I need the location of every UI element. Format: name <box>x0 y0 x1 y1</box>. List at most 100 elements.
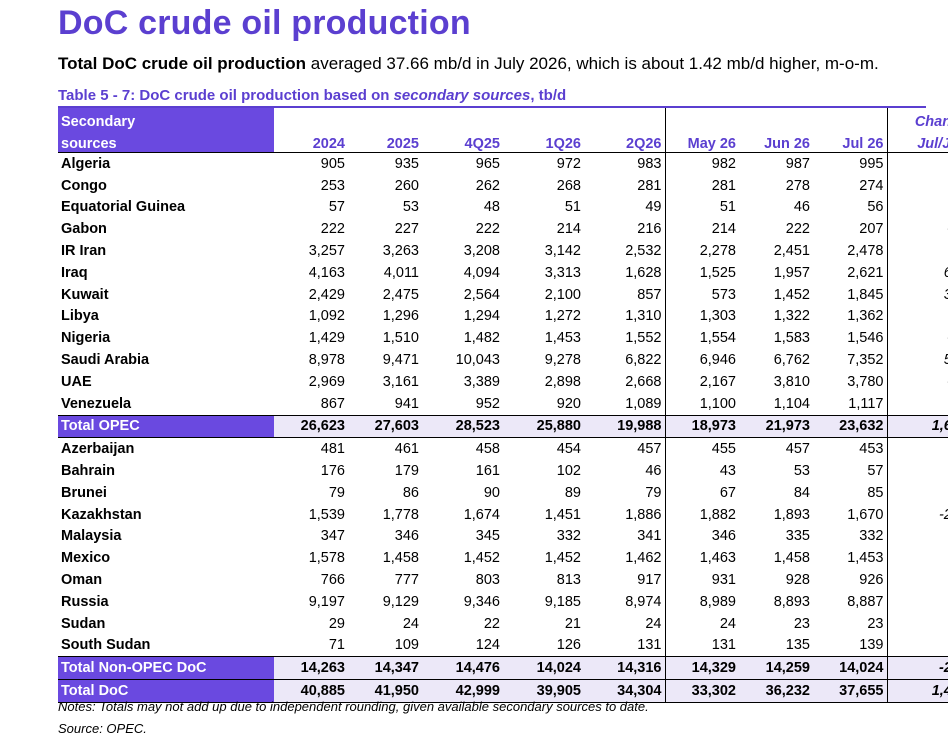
value-cell: 965 <box>475 155 500 172</box>
value-cell: 179 <box>394 463 419 480</box>
change-cell: -37 <box>886 327 948 350</box>
value-cell: 1,429 <box>308 330 345 347</box>
value-cell: 1,674 <box>463 506 500 523</box>
column-header: 1Q26 <box>503 130 584 153</box>
table-row: Libya 1,092 1,296 1,294 1,272 1,310 1,303 1,322… <box>58 305 948 328</box>
value-cell: 109 <box>394 637 419 654</box>
country-name: Oman <box>61 572 103 589</box>
country-name: Azerbaijan <box>61 441 135 458</box>
value-cell: 3,257 <box>308 243 345 260</box>
table-header: Secondary Change sources 2024 2025 4Q25 … <box>58 108 948 153</box>
value-cell: 268 <box>556 177 581 194</box>
value-cell: 1,628 <box>625 264 662 281</box>
value-cell: 926 <box>859 572 884 589</box>
value-cell: 3,208 <box>463 243 500 260</box>
value-cell: 1,453 <box>847 550 884 567</box>
value-cell: 917 <box>637 572 662 589</box>
value-cell: 972 <box>556 155 581 172</box>
value-cell: 345 <box>475 528 500 545</box>
secondary-sources-label-2: sources <box>58 130 274 153</box>
value-cell: 19,988 <box>584 414 665 439</box>
value-cell: 2,167 <box>664 370 739 393</box>
value-cell: 952 <box>475 395 500 412</box>
value-cell: 1,104 <box>773 395 810 412</box>
value-cell: 14,259 <box>739 656 813 681</box>
value-cell: 2,429 <box>308 286 345 303</box>
change-cell: -6 <box>886 590 948 613</box>
value-cell: 102 <box>556 463 581 480</box>
value-cell: 3,142 <box>544 243 581 260</box>
change-cell: 13 <box>886 392 948 416</box>
change-label-1: Change <box>886 108 948 130</box>
value-cell: 14,347 <box>348 656 422 681</box>
value-cell: 777 <box>394 572 419 589</box>
value-cell: 867 <box>320 395 345 412</box>
value-cell: 332 <box>859 528 884 545</box>
country-name: Malaysia <box>61 528 122 545</box>
value-cell: 332 <box>556 528 581 545</box>
value-cell: 1,463 <box>664 547 739 570</box>
value-cell: 457 <box>637 441 662 458</box>
table-row: Venezuela 867 941 952 920 1,089 1,100 1,104 1,11… <box>58 392 948 416</box>
value-cell: 995 <box>859 155 884 172</box>
value-cell: 253 <box>320 177 345 194</box>
value-cell: 857 <box>637 286 662 303</box>
country-name: UAE <box>61 373 92 390</box>
country-name: Kuwait <box>61 286 109 303</box>
table-row: Saudi Arabia 8,978 9,471 10,043 9,278 6,822 6,… <box>58 349 948 371</box>
value-cell: 89 <box>564 484 581 501</box>
value-cell: 458 <box>475 441 500 458</box>
value-cell: 126 <box>556 637 581 654</box>
value-cell: 6,946 <box>664 349 739 371</box>
country-name: Mexico <box>61 550 111 567</box>
value-cell: 1,893 <box>773 506 810 523</box>
value-cell: 24 <box>645 615 662 632</box>
change-cell: 665 <box>886 261 948 284</box>
value-cell: 222 <box>475 221 500 238</box>
value-cell: 335 <box>785 528 810 545</box>
value-cell: 1,458 <box>773 550 810 567</box>
summary-text: Total DoC crude oil production averaged … <box>58 54 879 74</box>
value-cell: 1,451 <box>544 506 581 523</box>
change-cell: -30 <box>886 370 948 393</box>
value-cell: 457 <box>785 441 810 458</box>
change-cell: 0 <box>886 612 948 635</box>
change-cell: -14 <box>886 218 948 241</box>
value-cell: 983 <box>637 155 662 172</box>
value-cell: 14,476 <box>422 656 503 681</box>
value-cell: 37,655 <box>813 679 887 703</box>
country-name: South Sudan <box>61 637 151 654</box>
value-cell: 1,362 <box>847 308 884 325</box>
value-cell: 1,578 <box>308 550 345 567</box>
total-row: Total OPEC 26,623 27,603 28,523 25,880 19,988… <box>58 414 948 439</box>
value-cell: 23 <box>793 615 810 632</box>
value-cell: 14,024 <box>813 656 887 681</box>
value-cell: 931 <box>664 569 739 591</box>
value-cell: 1,546 <box>847 330 884 347</box>
value-cell: 43 <box>664 460 739 482</box>
value-cell: 176 <box>320 463 345 480</box>
value-cell: 1,482 <box>463 330 500 347</box>
value-cell: 2,969 <box>308 373 345 390</box>
country-name: Libya <box>61 308 99 325</box>
value-cell: 7,352 <box>847 352 884 369</box>
country-name: Kazakhstan <box>61 506 142 523</box>
value-cell: 56 <box>867 199 884 216</box>
value-cell: 1,310 <box>625 308 662 325</box>
total-row: Total DoC 40,885 41,950 42,999 39,905 34,304 3… <box>58 679 948 703</box>
column-header: 4Q25 <box>422 130 503 153</box>
change-cell: 10 <box>886 196 948 219</box>
value-cell: 222 <box>785 221 810 238</box>
value-cell: 920 <box>556 395 581 412</box>
value-cell: 36,232 <box>739 679 813 703</box>
value-cell: 1,453 <box>544 330 581 347</box>
value-cell: 278 <box>785 177 810 194</box>
value-cell: 227 <box>394 221 419 238</box>
country-name: IR Iran <box>61 243 107 260</box>
value-cell: 28,523 <box>422 414 503 439</box>
